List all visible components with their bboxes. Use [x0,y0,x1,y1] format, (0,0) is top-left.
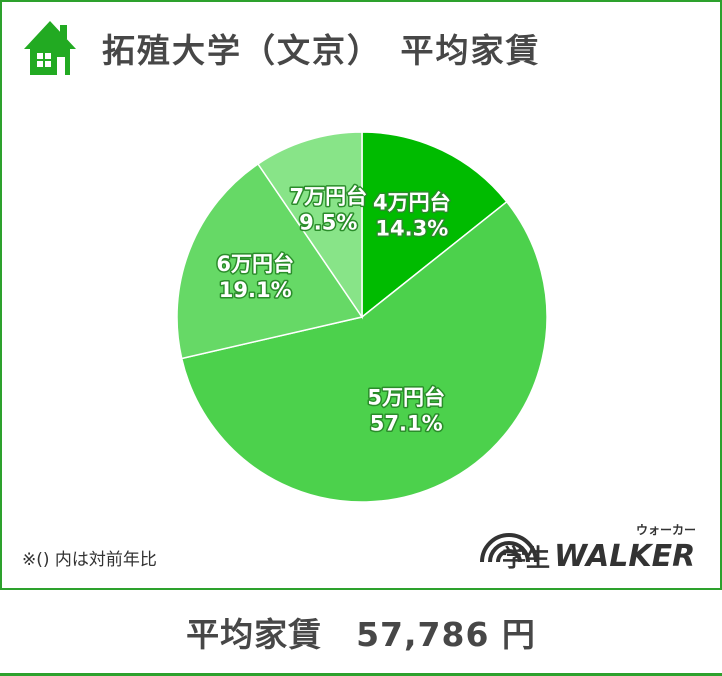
header: 拓殖大学（文京） 平均家賃 [22,18,541,78]
comparison-note: ※() 内は対前年比 [22,550,157,570]
pie-slice-2 [180,200,548,503]
pie-slice-3 [176,162,364,360]
house-icon [24,21,76,75]
slice-value-2: 57.1% [370,412,443,436]
slice-label-4: 7万円台 [289,184,367,208]
footer: 平均家賃 57,786 円 [0,588,722,676]
pie-slice-1 [361,131,508,319]
slice-label-1: 4万円台 [373,191,451,215]
average-rent: 平均家賃 57,786 円 [186,615,536,654]
pie-slice-4 [256,131,363,320]
gakusei-walker-logo: 学生 WALKER ウォーカー [480,523,696,574]
logo-text-kana: ウォーカー [636,523,696,537]
slice-value-1: 14.3% [375,217,448,241]
slice-value-4: 9.5% [299,210,357,234]
logo-text-latin: WALKER [554,539,695,574]
slice-value-3: 19.1% [219,278,292,302]
slice-label-2: 5万円台 [367,386,445,410]
chart-title: 拓殖大学（文京） 平均家賃 [102,31,541,70]
logo-text-kanji: 学生 [502,544,550,572]
footer-divider [0,673,722,676]
slice-label-3: 6万円台 [216,252,294,276]
